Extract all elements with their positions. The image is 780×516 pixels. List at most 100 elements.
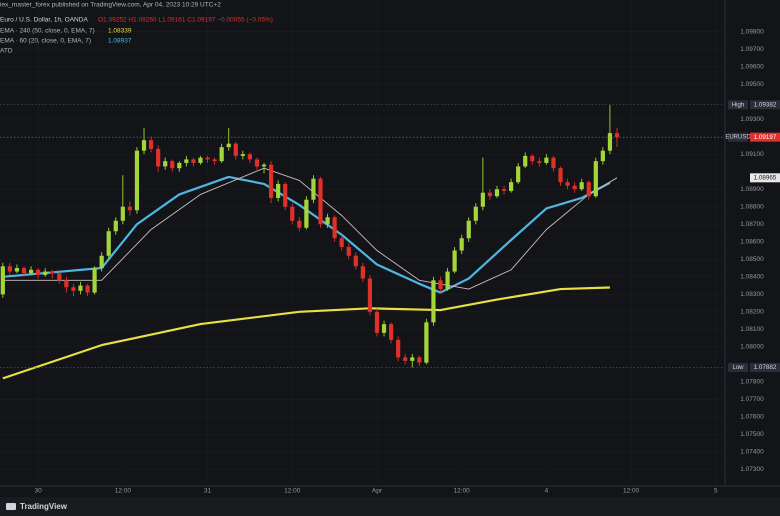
y-tick-label: 1.08400 xyxy=(740,274,764,281)
candle-body xyxy=(127,206,132,211)
candle-body xyxy=(586,182,591,197)
candle-body xyxy=(261,164,267,167)
price-tag-name: EURUSD xyxy=(725,135,751,141)
candle-body xyxy=(544,157,549,163)
x-tick-label: 12:00 xyxy=(454,488,471,495)
candle-body xyxy=(113,220,118,232)
candle-body xyxy=(388,324,394,340)
candle-body xyxy=(452,250,457,272)
candle-body xyxy=(537,161,542,163)
candle-body xyxy=(233,143,238,156)
price-tag-value: 1.09382 xyxy=(754,101,777,108)
candle-body xyxy=(466,220,471,239)
candle-body xyxy=(593,161,598,197)
candle-body xyxy=(78,285,83,291)
candle-body xyxy=(268,164,274,198)
y-tick-label: 1.07700 xyxy=(740,396,764,403)
candle-body xyxy=(0,266,5,295)
y-tick-label: 1.09700 xyxy=(740,46,764,53)
candle-body xyxy=(14,268,20,272)
x-tick-label: 12:00 xyxy=(284,488,301,495)
price-tag-value: 1.09197 xyxy=(754,134,777,141)
candle-body xyxy=(283,183,288,207)
footer xyxy=(0,497,780,516)
x-tick-label: 30 xyxy=(35,488,43,495)
price-tag-name-box xyxy=(728,363,748,373)
indicator-line xyxy=(2,175,611,294)
candle-body xyxy=(523,155,528,167)
candle-body xyxy=(240,154,245,156)
candle-body xyxy=(254,159,260,167)
candle-body xyxy=(191,159,196,163)
candle-body xyxy=(134,150,140,211)
candle-body xyxy=(141,140,147,151)
candle-body xyxy=(600,150,605,162)
candle-body xyxy=(92,268,97,293)
candle-body xyxy=(501,189,507,191)
y-tick-label: 1.07400 xyxy=(740,449,764,456)
candle-body xyxy=(28,269,34,274)
candle-body xyxy=(565,182,570,186)
candle-body xyxy=(318,178,323,225)
candle-body xyxy=(424,322,429,363)
candle-body xyxy=(438,280,443,290)
candle-body xyxy=(304,199,309,228)
legend: iex_master_forex published on TradingVie… xyxy=(0,2,273,55)
candle-body xyxy=(50,271,55,274)
candle-body xyxy=(487,192,493,197)
y-tick-label: 1.09100 xyxy=(740,151,764,158)
candle-body xyxy=(71,287,76,291)
y-tick-label: 1.08300 xyxy=(740,291,764,298)
candle-body xyxy=(614,133,620,138)
candle-body xyxy=(163,161,168,167)
y-tick-label: 1.08600 xyxy=(740,238,764,245)
candle-body xyxy=(205,157,210,160)
price-axis xyxy=(725,0,780,486)
x-tick-label: 4 xyxy=(545,488,549,495)
candle-body xyxy=(473,206,478,221)
candle-body xyxy=(297,220,302,228)
candle-body xyxy=(7,266,12,272)
candle-body xyxy=(396,339,401,358)
price-tags: High 1.09382 Low 1.07882 EURUSD 1.09197 1.0896… xyxy=(725,100,780,373)
candle-body xyxy=(247,154,253,160)
y-tick-label: 1.09800 xyxy=(740,28,764,35)
candle-body xyxy=(99,255,104,269)
y-tick-label: 1.08800 xyxy=(740,203,764,210)
symbol-title: Euro / U.S. Dollar, 1h, OANDA xyxy=(0,17,88,24)
price-tag-box xyxy=(750,173,780,183)
price-tag-name: Low xyxy=(732,365,744,371)
candle-body xyxy=(148,140,154,149)
legend-entry: EMA · 60 (20, close, 0, EMA, 7) xyxy=(0,38,91,45)
legend-entry: EMA · 240 (50, close, 0, EMA, 7) xyxy=(0,28,95,35)
y-tick-label: 1.07600 xyxy=(740,414,764,421)
candle-body xyxy=(403,357,408,361)
legend-entry: ATD xyxy=(0,48,13,55)
candle-body xyxy=(417,357,422,363)
candle-body xyxy=(353,255,358,267)
y-tick-label: 1.08500 xyxy=(740,256,764,263)
candle-body xyxy=(360,266,365,279)
candle-body xyxy=(572,185,577,190)
candle-body xyxy=(494,189,500,197)
x-tick-label: Apr xyxy=(372,488,383,495)
candle-body xyxy=(311,178,316,200)
candles xyxy=(0,104,620,368)
y-tick-label: 1.08000 xyxy=(740,344,764,351)
ohlc-text: O1.09252 H1.09260 L1.09161 C1.09197 −0.0… xyxy=(98,17,273,24)
candle-body xyxy=(184,159,189,163)
legend-value: 1.08339 xyxy=(108,28,132,35)
candle-body xyxy=(290,206,295,221)
candle-body xyxy=(106,231,111,256)
indicator-line xyxy=(2,167,618,290)
candle-body xyxy=(325,217,330,225)
price-tag-name-box xyxy=(728,132,748,142)
candle-body xyxy=(120,206,125,221)
price-tag-box xyxy=(750,132,780,142)
candle-body xyxy=(212,159,217,162)
y-tick-label: 1.07300 xyxy=(740,466,764,473)
candle-body xyxy=(156,148,161,167)
candle-body xyxy=(198,157,203,163)
